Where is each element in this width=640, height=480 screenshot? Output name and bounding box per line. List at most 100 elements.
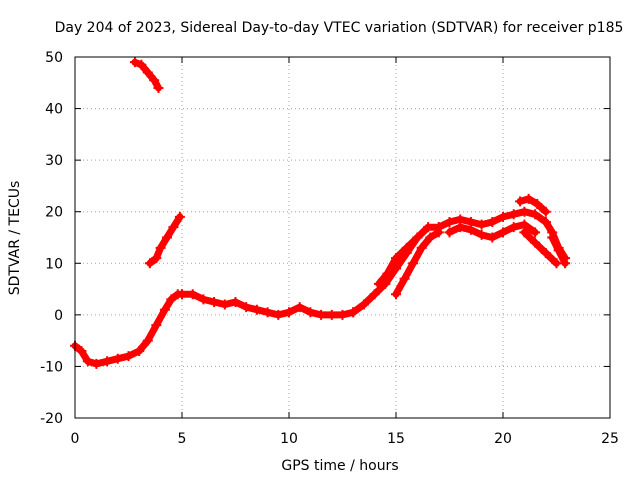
data-point-marker [487,217,498,228]
data-point-marker [305,307,316,318]
data-point-marker [515,196,526,207]
data-point-marker [294,302,305,313]
series-track-8 [433,206,551,233]
y-tick-label: 30 [45,153,63,169]
data-point-marker [444,217,455,228]
y-tick-label: -20 [40,411,63,427]
data-point-marker [455,222,466,233]
data-point-marker [262,307,273,318]
data-point-marker [508,222,519,233]
data-point-marker [177,289,187,300]
data-point-marker [91,358,102,369]
data-point-marker [142,67,153,78]
data-point-marker [209,296,220,307]
series-track-4 [177,289,359,320]
y-axis-label: SDTVAR / TECUs [7,181,23,296]
data-point-marker [547,232,558,243]
data-point-marker [532,198,543,209]
data-point-marker [476,229,487,240]
data-point-marker [112,353,123,364]
data-point-marker [523,193,534,204]
data-point-marker [408,258,419,269]
data-point-marker [251,304,262,315]
data-point-marker [540,217,551,228]
data-point-marker [134,345,145,356]
data-point-marker [151,253,162,264]
data-point-marker [358,299,369,310]
data-point-marker [444,227,455,238]
data-point-marker [168,222,179,233]
data-point-marker [151,320,162,331]
x-axis-tick-labels: 0 5 10 15 20 25 [71,431,619,447]
y-tick-label: 10 [45,256,63,272]
x-tick-label: 20 [494,431,512,447]
data-point-marker [174,211,185,222]
series-band [520,228,560,267]
data-point-marker [142,335,153,346]
data-point-marker [508,209,519,220]
data-point-marker [476,219,487,230]
data-point-marker [162,232,173,243]
y-tick-label: 20 [45,205,63,221]
y-tick-label: 40 [45,102,63,118]
data-point-marker [337,309,348,320]
data-point-marker [369,289,380,300]
series-track-13 [547,232,571,269]
data-point-marker [540,206,551,217]
series-track-7 [373,232,423,289]
data-point-marker [423,222,434,233]
x-tick-label: 10 [280,431,298,447]
series-track-2 [144,211,185,269]
data-point-marker [399,273,410,284]
x-tick-label: 5 [178,431,187,447]
series-track-11 [519,227,562,269]
data-point-marker [498,227,508,238]
grid [75,57,610,418]
data-point-marker [166,294,177,305]
chart-title: Day 204 of 2023, Sidereal Day-to-day VTE… [55,20,624,36]
data-point-marker [123,351,134,362]
data-point-marker [498,211,508,222]
series-band [516,195,550,216]
data-point-marker [530,237,541,248]
data-point-marker [373,278,384,289]
data-point-marker [316,309,327,320]
data-point-marker [425,232,436,243]
x-tick-label: 15 [387,431,405,447]
data-point-marker [144,258,155,269]
data-point-marker [382,268,393,279]
data-point-marker [198,294,209,305]
data-point-marker [519,227,530,238]
data-point-marker [155,242,166,253]
y-tick-label: 50 [45,50,63,66]
data-point-marker [416,242,427,253]
data-point-marker [519,206,530,217]
data-point-marker [553,245,564,256]
x-axis-label: GPS time / hours [281,458,398,474]
data-point-marker [412,232,423,243]
y-tick-label: -10 [40,359,63,375]
data-point-marker [76,345,87,356]
data-layer [70,57,571,369]
series-track-9 [444,219,541,243]
data-point-marker [102,356,113,367]
data-point-marker [487,232,498,243]
data-point-marker [348,307,359,318]
data-point-marker [433,222,444,233]
data-point-marker [230,296,241,307]
axis-ticks [74,56,611,419]
data-point-marker [129,57,140,68]
plot-frame [74,56,611,419]
data-point-marker [551,258,562,269]
data-point-marker [401,242,412,253]
series-track-10 [515,193,551,217]
series-track-1 [129,57,164,93]
data-point-marker [187,289,198,300]
data-point-marker [153,82,164,93]
data-point-marker [530,209,541,220]
data-point-marker [136,59,147,70]
data-point-marker [465,224,476,235]
data-point-marker [540,247,551,258]
